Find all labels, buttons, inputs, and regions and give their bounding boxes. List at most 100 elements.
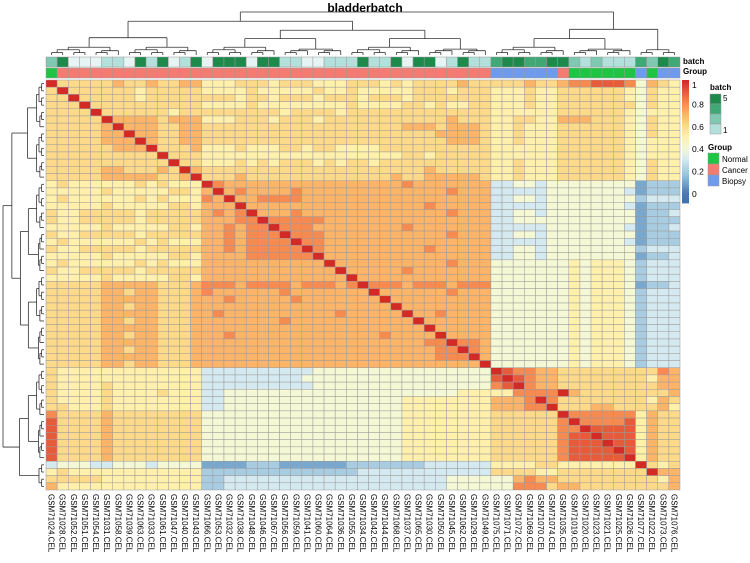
heatmap-cell [390, 446, 403, 455]
heatmap-cell [134, 374, 147, 383]
heatmap-cell [234, 381, 247, 390]
heatmap-cell [468, 331, 481, 340]
heatmap-cell [435, 281, 447, 289]
heatmap-cell [323, 187, 336, 196]
heatmap-cell [357, 295, 369, 304]
heatmap-cell [301, 360, 314, 368]
heatmap-cell [234, 288, 247, 297]
heatmap-cell [134, 446, 147, 455]
heatmap-cell [346, 122, 358, 131]
heatmap-cell [590, 158, 603, 167]
heatmap-cell [168, 209, 180, 217]
heatmap-cell [79, 194, 91, 203]
heatmap-cell [90, 158, 102, 167]
heatmap-cell [101, 180, 113, 189]
heatmap-cell [223, 460, 236, 469]
group-annotation-cell [479, 67, 492, 79]
heatmap-cell [357, 144, 369, 153]
heatmap-cell [601, 252, 614, 261]
heatmap-cell [134, 158, 147, 167]
heatmap-cell [613, 223, 625, 232]
heatmap-cell [268, 187, 280, 196]
heatmap-cell [168, 173, 180, 181]
heatmap-cell [245, 122, 258, 131]
heatmap-cell [357, 216, 369, 225]
heatmap-cell [601, 151, 614, 160]
heatmap-cell [312, 216, 325, 225]
heatmap-cell [579, 237, 592, 246]
heatmap-cell [479, 338, 492, 347]
heatmap-cell [190, 324, 202, 333]
heatmap-cell [490, 194, 503, 203]
heatmap-cell [357, 266, 369, 275]
heatmap-cell [257, 237, 269, 246]
heatmap-cell [646, 166, 659, 174]
heatmap-cell [368, 381, 380, 390]
heatmap-cell [112, 223, 125, 232]
heatmap-cell [234, 151, 247, 160]
heatmap-cell [635, 266, 647, 275]
heatmap-cell [468, 309, 481, 318]
column-label: GSM71020.CEL [580, 494, 589, 553]
heatmap-cell [212, 317, 225, 325]
heatmap-cell [168, 101, 180, 110]
heatmap-cell [234, 86, 247, 95]
heatmap-cell [223, 130, 236, 138]
colorbar-segment [682, 147, 689, 151]
heatmap-cell [490, 331, 503, 340]
heatmap-cell [446, 360, 458, 368]
heatmap-cell [412, 266, 425, 275]
heatmap-cell [490, 453, 503, 462]
heatmap-cell [190, 202, 202, 210]
colorbar-segment [682, 184, 689, 187]
heatmap-cell [179, 374, 191, 383]
heatmap-cell [512, 137, 525, 145]
heatmap-cell [79, 122, 91, 131]
heatmap-cell [301, 460, 314, 469]
heatmap-cell [390, 158, 403, 167]
heatmap-cell [468, 374, 481, 383]
heatmap-cell [279, 237, 291, 246]
heatmap-cell [579, 360, 592, 368]
heatmap-cell [557, 230, 570, 239]
heatmap-cell [601, 410, 614, 419]
heatmap-cell [668, 331, 681, 340]
heatmap-cell [668, 353, 681, 361]
heatmap-cell [412, 295, 425, 304]
heatmap-cell [512, 166, 525, 174]
colorbar-segment [682, 194, 689, 198]
heatmap-cell [79, 338, 91, 347]
heatmap-cell [601, 94, 614, 102]
heatmap-cell [613, 230, 625, 239]
heatmap-cell [79, 158, 91, 167]
heatmap-cell [557, 144, 570, 153]
heatmap-cell [268, 230, 280, 239]
heatmap-cell [401, 245, 414, 253]
heatmap-cell [601, 237, 614, 246]
heatmap-cell [512, 223, 525, 232]
heatmap-cell [512, 151, 525, 160]
heatmap-cell [490, 446, 503, 455]
heatmap-cell [67, 245, 80, 253]
heatmap-cell [624, 130, 636, 138]
heatmap-cell [524, 396, 536, 404]
heatmap-cell [457, 403, 469, 412]
heatmap-cell [145, 281, 158, 289]
heatmap-cell [579, 460, 592, 469]
heatmap-cell [201, 389, 214, 397]
heatmap-cell [323, 331, 336, 340]
heatmap-cell [457, 108, 469, 117]
heatmap-cell [56, 482, 69, 491]
heatmap-cell [257, 245, 269, 253]
heatmap-cell [90, 130, 102, 138]
heatmap-cell [334, 360, 347, 368]
heatmap-cell [56, 273, 69, 282]
heatmap-cell [101, 79, 113, 88]
heatmap-cell [668, 338, 681, 347]
heatmap-cell [101, 331, 113, 340]
heatmap-cell [201, 230, 214, 239]
heatmap-cell [301, 309, 314, 318]
heatmap-cell [279, 180, 291, 189]
heatmap-cell [101, 223, 113, 232]
heatmap-cell [234, 144, 247, 153]
